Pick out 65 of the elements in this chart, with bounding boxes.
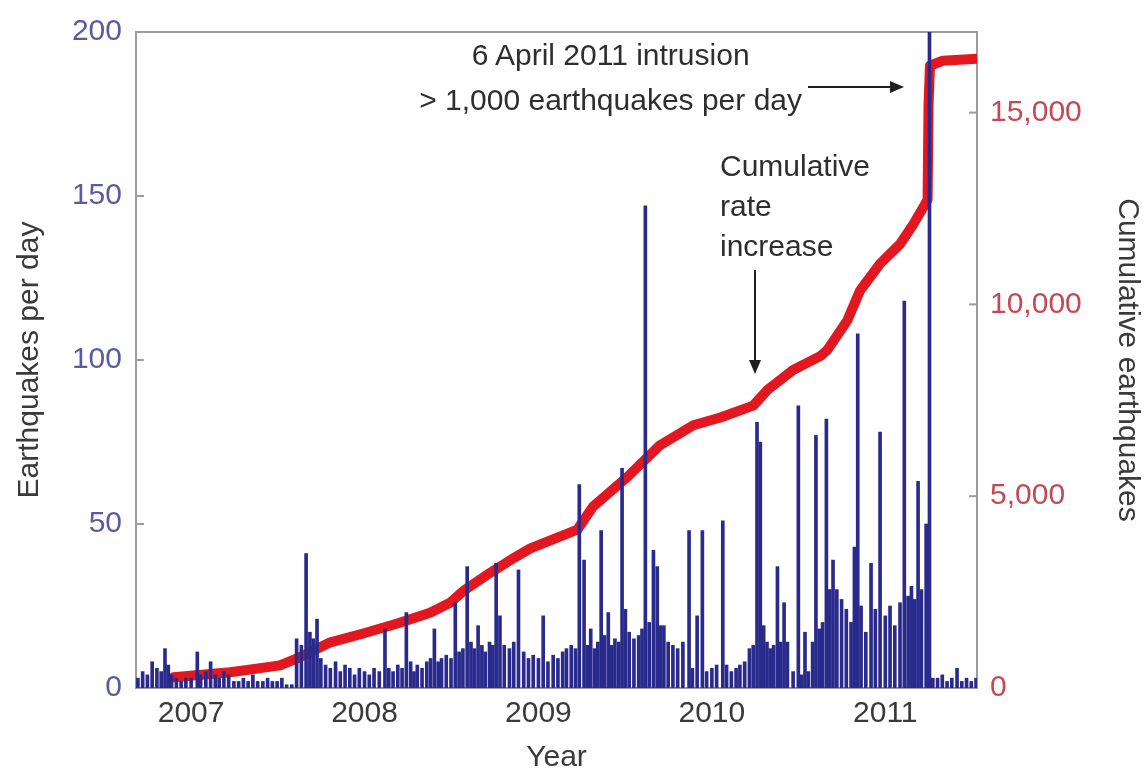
x-tick-label: 2009 <box>505 695 572 729</box>
y-tick-label: 200 <box>71 13 122 47</box>
y2-tick-label: 5,000 <box>990 477 1066 511</box>
bar <box>569 645 574 688</box>
bar <box>803 631 807 688</box>
bar <box>541 615 546 688</box>
bar <box>560 651 565 688</box>
bar <box>453 602 458 688</box>
bar <box>444 654 449 688</box>
bar <box>606 612 611 688</box>
bar <box>734 667 738 688</box>
bar <box>916 481 920 688</box>
bar <box>791 671 795 688</box>
bar <box>195 651 200 688</box>
bar <box>476 625 480 688</box>
bar <box>855 333 860 688</box>
bar <box>969 681 974 688</box>
bar <box>738 664 742 688</box>
bar <box>695 615 699 688</box>
y2-tick-label: 15,000 <box>990 93 1082 127</box>
bar <box>424 661 429 688</box>
bar <box>383 628 387 688</box>
bar <box>465 566 469 688</box>
y-tick-label: 0 <box>105 669 122 703</box>
x-tick-label: 2011 <box>853 695 918 729</box>
x-tick-label: 2007 <box>157 695 225 729</box>
bar <box>755 421 759 688</box>
bar <box>902 300 907 688</box>
bar <box>494 563 498 688</box>
bar <box>163 648 167 688</box>
bar <box>531 654 536 688</box>
annotation: Cumulative rate increase <box>720 149 871 263</box>
bar <box>347 667 352 688</box>
bar <box>720 520 725 688</box>
bar <box>395 664 400 688</box>
bar <box>357 667 362 688</box>
bar <box>577 484 582 688</box>
bar <box>687 530 691 688</box>
x-axis-title: Year <box>526 739 587 773</box>
y2-axis-title: Cumulative earthquakes <box>1112 198 1145 522</box>
bar <box>814 435 818 688</box>
bar <box>304 553 308 688</box>
bar <box>662 625 666 688</box>
annotation: 6 April 2011 intrusion > 1,000 earthquakes per day <box>419 38 802 117</box>
bar <box>315 618 319 688</box>
x-tick-label: 2008 <box>331 695 398 729</box>
x-tick-label: 2010 <box>678 695 746 729</box>
bar <box>620 467 624 688</box>
y-tick-label: 50 <box>88 505 122 539</box>
y-tick-label: 100 <box>71 341 122 375</box>
bar <box>782 602 786 688</box>
bar <box>613 638 617 688</box>
bar <box>599 530 603 688</box>
y2-tick-label: 10,000 <box>990 285 1082 319</box>
y-axis-title: Earthquakes per day <box>11 221 45 499</box>
bar <box>261 681 265 688</box>
bar <box>232 681 236 688</box>
bar <box>415 664 420 688</box>
y-tick-label: 150 <box>71 177 122 211</box>
bar <box>521 651 526 688</box>
bar <box>588 628 593 688</box>
bar <box>710 667 714 688</box>
y2-tick-label: 0 <box>990 669 1007 703</box>
bar <box>681 641 685 688</box>
bar <box>940 674 945 688</box>
